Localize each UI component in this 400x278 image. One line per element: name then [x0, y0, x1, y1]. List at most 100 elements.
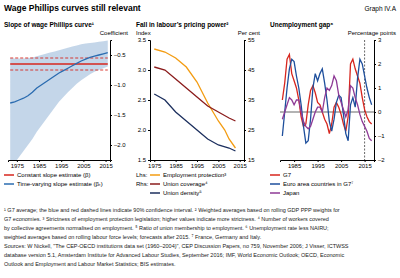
axis-title: Percentage points — [348, 30, 396, 36]
tick: –1 — [374, 133, 385, 139]
tick-label: 2.5 — [138, 97, 147, 103]
footnote: ¹ G7 average; the blue and red dashed li… — [4, 207, 340, 213]
tick-mark — [39, 160, 40, 162]
ci-line — [10, 58, 108, 59]
panel-title: Fall in labour’s pricing power² — [136, 21, 229, 29]
tick-mark — [374, 40, 376, 41]
axis-line — [375, 41, 377, 161]
tick-label: 1 — [378, 85, 382, 91]
ci-line — [10, 70, 108, 71]
legend-label: Time-varying slope estimate (βₜ) — [17, 181, 103, 187]
legend-label: Japan — [283, 190, 299, 196]
tick-mark — [244, 70, 246, 71]
tick-mark — [148, 100, 150, 101]
tick: 2 — [374, 61, 382, 67]
tick-label: 0 — [378, 109, 382, 115]
axis-title: Per cent — [238, 30, 261, 36]
tick: –2.0 — [110, 142, 126, 148]
x-axis: 1975 1985 1995 2005 2015 — [148, 160, 247, 169]
tick: 3.0 — [138, 67, 150, 73]
footnote: database version 5.1, Amsterdam Institut… — [4, 252, 344, 258]
tick-mark — [148, 160, 150, 161]
y-axis: 1.5 2.0 2.5 3.0 3.5 — [138, 37, 151, 163]
x-axis: 1985199520052015 — [281, 160, 375, 169]
graph: Wage Phillips curves still relevant Graph… — [0, 0, 400, 278]
tick-label: 2005 — [77, 163, 91, 169]
tick-mark — [61, 160, 62, 162]
legend-swatch — [270, 192, 280, 194]
tick: 1975 — [11, 160, 25, 169]
series-line — [282, 76, 371, 141]
title: Wage Phillips curves still relevant — [4, 3, 141, 13]
tick: 55 — [244, 37, 255, 43]
y-axis: –2–10123 — [374, 37, 385, 163]
tick-mark — [218, 160, 219, 162]
legend-swatch — [270, 183, 280, 185]
tick-mark — [110, 85, 112, 86]
tick-label: 1985 — [169, 163, 183, 169]
tick: 1.5 — [138, 157, 150, 163]
tick: 2005 — [77, 160, 91, 169]
tick-mark — [154, 160, 155, 162]
tick-mark — [374, 112, 376, 113]
tick-label: 2005 — [335, 163, 349, 169]
tick-mark — [148, 40, 150, 41]
tick-mark — [341, 160, 342, 162]
tick-label: –1.5 — [114, 112, 126, 118]
series-line — [154, 94, 235, 151]
tick-mark — [240, 160, 241, 162]
tick-label: 45 — [248, 67, 255, 73]
tick: 45 — [244, 67, 255, 73]
footnote: Outlook and Employment and Labour Market… — [4, 261, 176, 267]
tick: 1 — [374, 85, 382, 91]
tick-label: 2.0 — [138, 127, 147, 133]
tick: 1985 — [33, 160, 47, 169]
tick-label: 2005 — [212, 163, 226, 169]
tick: 15 — [244, 157, 255, 163]
axis-line — [245, 41, 247, 161]
tick-label: 3.0 — [138, 67, 147, 73]
tick: 2005 — [335, 160, 349, 169]
tick: 3 — [374, 37, 382, 43]
footnote: weighted averages based on rolling labou… — [3, 234, 262, 240]
footnote: G7 economies. ³ Strictness of employment… — [4, 216, 329, 222]
tick: 2.5 — [138, 97, 150, 103]
tick: 2.0 — [138, 127, 150, 133]
tick-label: 2015 — [99, 163, 113, 169]
confidence-band — [10, 41, 108, 160]
tick-label: –1 — [378, 133, 385, 139]
legend-label: Constant slope estimate (β) — [17, 172, 90, 178]
legend-swatch — [150, 192, 160, 194]
tick-mark — [374, 136, 376, 137]
series-line — [10, 53, 108, 103]
tick-mark — [318, 160, 319, 162]
legend-group: Lhs: — [136, 172, 148, 178]
tick-label: 3.5 — [138, 37, 147, 43]
tick-mark — [294, 160, 295, 162]
tick: 1985 — [288, 160, 302, 169]
tick-label: 1975 — [11, 163, 25, 169]
tick: –0.5 — [110, 52, 126, 58]
legend-swatch — [150, 174, 160, 176]
tick-mark — [148, 130, 150, 131]
axis-title: Index — [136, 30, 151, 36]
tick: 3.5 — [138, 37, 150, 43]
tick-label: 1975 — [148, 163, 162, 169]
legend-label: Euro area countries in G7⁷ — [283, 181, 354, 187]
tick-label: 1995 — [311, 163, 325, 169]
tick-mark — [106, 160, 107, 162]
tick-label: –1.0 — [114, 82, 126, 88]
tick: 35 — [244, 97, 255, 103]
tick: 1995 — [191, 160, 205, 169]
forecast-line — [364, 40, 365, 160]
plot-area — [280, 40, 374, 160]
legend-swatch — [150, 183, 160, 185]
panel-title: Unemployment gap⁶ — [270, 21, 333, 29]
series-line — [154, 67, 235, 121]
tick-mark — [176, 160, 177, 162]
tick-mark — [197, 160, 198, 162]
legend-label: Union density⁵ — [163, 190, 202, 196]
axis-line — [9, 161, 111, 163]
graph-label: Graph IV.A — [364, 5, 396, 13]
tick-label: 2015 — [234, 163, 248, 169]
